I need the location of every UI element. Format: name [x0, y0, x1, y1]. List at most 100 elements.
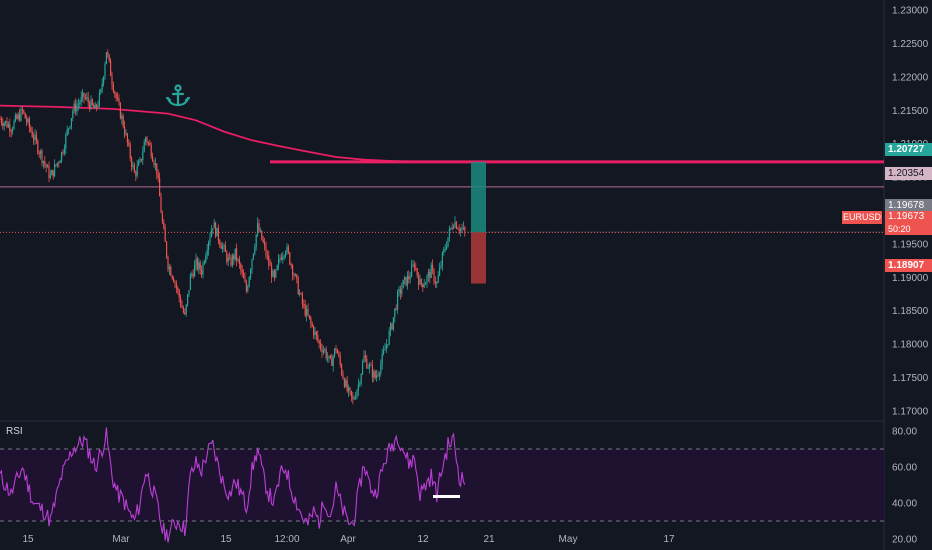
price-tick-label: 1.22000 — [892, 72, 929, 83]
candle-body — [440, 265, 442, 268]
candle-body — [314, 331, 316, 336]
time-tick-label: 15 — [22, 534, 34, 545]
candle-body — [397, 291, 399, 310]
candle-body — [356, 390, 358, 398]
candle-body — [49, 175, 51, 178]
candle-body — [41, 150, 43, 163]
candle-body — [35, 134, 37, 141]
rsi-label: RSI — [6, 426, 23, 437]
candle-body — [297, 278, 299, 295]
candle-body — [142, 152, 144, 161]
candle-body — [118, 98, 120, 104]
candle-body — [230, 258, 232, 266]
candle-body — [455, 221, 457, 229]
candle-body — [415, 268, 417, 270]
candle-body — [139, 159, 141, 162]
candle-body — [257, 223, 259, 235]
candle-body — [437, 275, 439, 283]
time-tick-label: Apr — [340, 534, 356, 545]
candle-body — [308, 315, 310, 318]
candle-body — [126, 133, 128, 143]
candle-body — [241, 269, 243, 273]
candle-body — [103, 76, 105, 84]
moving-average-line — [0, 104, 465, 163]
candle-body — [296, 274, 298, 279]
candle-body — [44, 161, 46, 165]
candle-body — [255, 234, 257, 248]
candle-body — [24, 112, 26, 119]
candle-body — [143, 142, 145, 153]
candle-body — [97, 105, 99, 108]
candle-body — [268, 255, 270, 266]
candle-body — [408, 275, 410, 280]
candle-body — [331, 358, 333, 366]
candle-body — [348, 387, 350, 392]
candle-body — [317, 335, 319, 341]
candle-body — [0, 119, 2, 124]
candle-body — [16, 115, 18, 119]
candle-body — [101, 83, 103, 90]
candle-body — [119, 103, 121, 119]
candle-body — [98, 92, 100, 106]
candle-body — [87, 97, 89, 103]
candle-body — [17, 114, 19, 119]
candle-body — [250, 269, 252, 278]
candle-body — [27, 118, 29, 123]
candle-body — [65, 134, 67, 149]
price-tick-label: 1.21000 — [892, 139, 929, 150]
candle-body — [164, 228, 166, 242]
candle-body — [293, 274, 295, 276]
candle-body — [329, 355, 331, 359]
candle-body — [394, 308, 396, 318]
candle-body — [419, 279, 421, 285]
candle-body — [21, 108, 23, 111]
candle-body — [100, 89, 102, 93]
rsi-tick-label: 20.00 — [892, 535, 917, 546]
candle-body — [217, 227, 219, 241]
candle-body — [318, 340, 320, 344]
candle-body — [175, 283, 177, 288]
candle-body — [62, 152, 64, 154]
candle-body — [69, 126, 71, 129]
candle-body — [236, 248, 238, 261]
candle-body — [327, 357, 329, 359]
candle-body — [287, 246, 289, 253]
candle-body — [269, 265, 271, 267]
candle-body — [105, 52, 107, 64]
price-tick-label: 1.17500 — [892, 373, 929, 384]
price-tick-label: 1.18500 — [892, 306, 929, 317]
candle-body — [429, 271, 431, 278]
candle-body — [117, 97, 119, 99]
candle-body — [12, 128, 14, 132]
candle-body — [261, 230, 263, 240]
candle-body — [208, 241, 210, 250]
candle-body — [342, 374, 344, 379]
anchor-icon[interactable] — [165, 84, 191, 107]
candle-body — [433, 269, 435, 282]
candle-body — [77, 104, 79, 106]
candle-body — [444, 248, 446, 250]
candle-body — [412, 264, 414, 266]
candle-body — [385, 344, 387, 350]
candle-body — [125, 133, 127, 135]
candle-body — [321, 348, 323, 353]
candle-body — [84, 97, 86, 99]
candle-body — [252, 253, 254, 260]
candle-body — [227, 257, 229, 262]
candle-body — [275, 269, 277, 278]
candle-body — [446, 246, 448, 249]
candle-body — [184, 312, 186, 315]
candle-body — [411, 265, 413, 277]
candle-body — [462, 227, 464, 229]
price-tick-label: 1.17000 — [892, 406, 929, 417]
candle-body — [457, 228, 459, 230]
candle-body — [115, 93, 117, 98]
candle-body — [5, 121, 7, 124]
candle-body — [251, 259, 253, 270]
candle-body — [240, 264, 242, 270]
candle-body — [259, 230, 261, 232]
candle-body — [461, 228, 463, 230]
candle-body — [19, 114, 21, 121]
candle-body — [178, 290, 180, 298]
